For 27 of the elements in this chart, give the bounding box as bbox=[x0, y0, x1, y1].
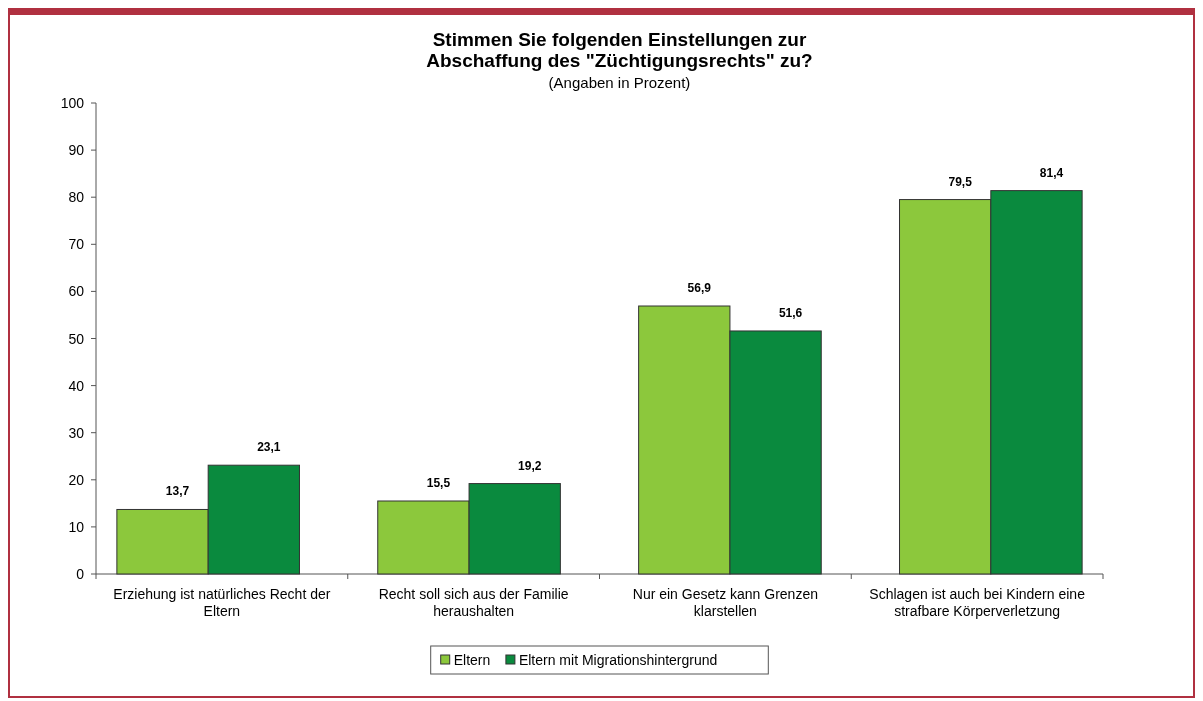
y-tick-label: 90 bbox=[68, 142, 85, 159]
y-tick-label: 20 bbox=[68, 471, 85, 488]
x-tick-label: Schlagen ist auch bei Kindern eine strafbare Körperverletzung bbox=[869, 586, 1086, 619]
data-label: 51,6 bbox=[778, 305, 803, 320]
y-tick-label: 30 bbox=[68, 424, 85, 441]
legend-label: Eltern mit Migrationshintergrund bbox=[518, 652, 718, 668]
data-label: 79,5 bbox=[948, 174, 973, 189]
legend-label: Eltern bbox=[453, 652, 491, 668]
y-tick-label: 60 bbox=[68, 283, 85, 300]
data-label: 56,9 bbox=[687, 281, 712, 295]
data-label: 81,4 bbox=[1039, 165, 1064, 180]
chart-title: Stimmen Sie folgenden Einstellungen zur Abschaffung des "Züchtigungsrechts" zu? bbox=[426, 29, 813, 71]
y-tick-label: 40 bbox=[68, 377, 85, 394]
y-tick-label: 80 bbox=[68, 189, 85, 206]
chart-subtitle: (Angaben in Prozent) bbox=[548, 74, 691, 91]
y-tick-label: 10 bbox=[68, 518, 85, 535]
x-tick-label: Recht soll sich aus der Familie heraushalten bbox=[378, 586, 569, 619]
data-label: 15,5 bbox=[426, 475, 451, 490]
y-tick-label: 100 bbox=[60, 95, 85, 111]
y-tick-label: 70 bbox=[68, 236, 85, 253]
x-tick-label: Nur ein Gesetz kann Grenzen klarstellen bbox=[632, 586, 818, 619]
data-label: 23,1 bbox=[257, 440, 281, 455]
x-tick-label: Erziehung ist natürliches Recht der Eltern bbox=[113, 586, 331, 619]
y-tick-label: 0 bbox=[76, 566, 85, 582]
data-label: 13,7 bbox=[165, 484, 190, 499]
y-tick-label: 50 bbox=[68, 330, 85, 347]
data-label: 19,2 bbox=[518, 458, 542, 473]
